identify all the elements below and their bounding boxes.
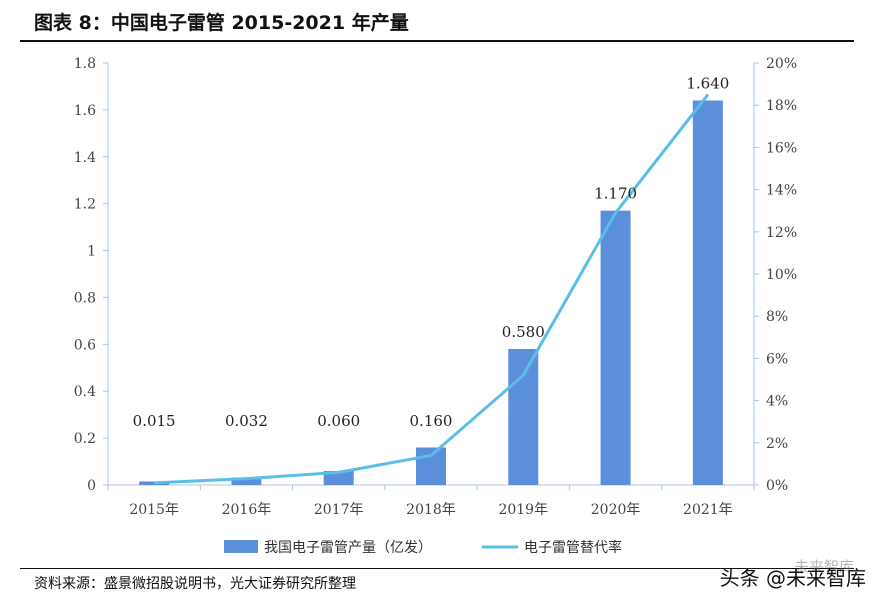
bar-data-label: 1.640 <box>686 75 729 93</box>
y-right-tick-label: 14% <box>766 183 797 199</box>
source-rule <box>20 568 854 569</box>
x-tick-label: 2018年 <box>406 502 456 518</box>
bar <box>600 210 631 485</box>
bar-data-label: 1.170 <box>594 185 637 203</box>
bar-data-label: 0.580 <box>502 323 545 341</box>
watermark-faint: 未来智库 <box>793 558 854 576</box>
y-right-tick-label: 20% <box>766 56 797 72</box>
y-right-tick-label: 6% <box>766 351 788 367</box>
y-left-tick-label: 1.4 <box>74 150 96 166</box>
y-right-tick-label: 8% <box>766 309 788 325</box>
x-tick-label: 2015年 <box>129 502 179 518</box>
y-right-tick-label: 4% <box>766 394 788 410</box>
y-right-tick-label: 0% <box>766 478 788 494</box>
source-note: 资料来源：盛景微招股说明书，光大证券研究所整理 <box>34 576 356 592</box>
x-tick-label: 2020年 <box>591 502 641 518</box>
bar <box>323 470 354 485</box>
y-left-tick-label: 1.8 <box>74 56 96 72</box>
bar <box>692 100 723 485</box>
bar <box>416 447 446 485</box>
axes-group: 0 0.2 0.4 0.6 0.8 1 1.2 1.4 1.6 1.8 0% 2% 4% 6% 8% 10% 1… <box>74 56 797 518</box>
x-tick-label: 2017年 <box>314 502 364 518</box>
y-left-tick-label: 0.4 <box>74 384 96 400</box>
x-tick-label: 2021年 <box>683 502 733 518</box>
y-right-tick-label: 12% <box>766 225 797 241</box>
y-left-tick-label: 1 <box>87 244 96 260</box>
line-point <box>430 454 432 456</box>
y-left-tick-label: 1.2 <box>74 197 96 213</box>
bar-data-label: 0.060 <box>317 412 360 430</box>
title-rule <box>20 40 854 42</box>
chart-title: 图表 8：中国电子雷管 2015-2021 年产量 <box>34 12 409 34</box>
y-left-tick-label: 0.6 <box>74 337 96 353</box>
legend-line-label: 电子雷管替代率 <box>524 539 622 556</box>
line-point <box>707 94 709 96</box>
y-right-tick-label: 16% <box>766 140 797 156</box>
line-point <box>338 471 340 473</box>
bar-data-label: 0.015 <box>133 412 176 430</box>
line-point <box>522 374 524 376</box>
legend-bar-swatch <box>224 540 258 553</box>
y-right-tick-label: 2% <box>766 436 788 452</box>
bar <box>508 349 539 485</box>
y-left-tick-label: 0.8 <box>74 290 96 306</box>
bar-data-label: 0.032 <box>225 412 268 430</box>
line-point <box>615 212 617 214</box>
y-left-tick-label: 1.6 <box>74 103 96 119</box>
line-group <box>153 93 710 485</box>
bars-group <box>139 100 723 485</box>
y-left-tick-label: 0 <box>87 478 96 494</box>
bar <box>231 477 262 485</box>
y-right-tick-label: 10% <box>766 267 797 283</box>
legend: 我国电子雷管产量（亿发） 电子雷管替代率 <box>224 539 622 556</box>
x-tick-label: 2016年 <box>222 502 272 518</box>
x-tick-label: 2019年 <box>498 502 548 518</box>
line-point <box>153 482 155 484</box>
y-left-tick-label: 0.2 <box>74 431 96 447</box>
bar-data-label: 0.160 <box>410 412 453 430</box>
data-labels-group: 0.015 0.032 0.060 0.160 0.580 1.170 1.640 <box>133 75 730 431</box>
watermark: 头条 @未来智库 <box>719 566 866 590</box>
y-right-tick-label: 18% <box>766 98 797 114</box>
legend-bar-label: 我国电子雷管产量（亿发） <box>264 540 432 556</box>
line-point <box>245 478 247 480</box>
